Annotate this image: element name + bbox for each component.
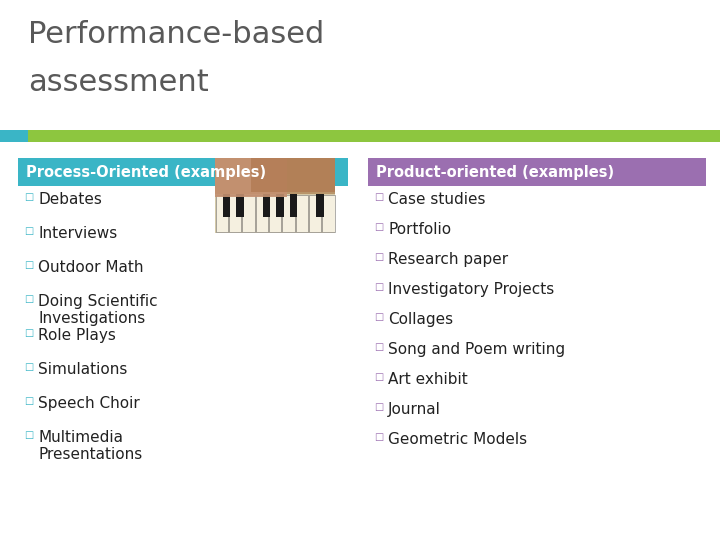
Text: □: □ [24, 260, 33, 270]
Text: Outdoor Math: Outdoor Math [38, 260, 143, 275]
Text: □: □ [24, 192, 33, 202]
Text: □: □ [374, 432, 383, 442]
Bar [309, 195, 321, 232]
Bar [251, 158, 335, 192]
Text: □: □ [24, 226, 33, 236]
Bar [289, 194, 297, 217]
Text: Role Plays: Role Plays [38, 328, 116, 343]
Text: Portfolio: Portfolio [388, 222, 451, 237]
Bar [215, 158, 287, 197]
Text: Investigatory Projects: Investigatory Projects [388, 282, 554, 297]
Text: Collages: Collages [388, 312, 453, 327]
Bar [256, 195, 268, 232]
Bar [295, 195, 308, 232]
Bar [0, 130, 720, 142]
Text: □: □ [374, 402, 383, 412]
Text: □: □ [24, 430, 33, 440]
Text: Speech Choir: Speech Choir [38, 396, 140, 411]
Text: Product-oriented (examples): Product-oriented (examples) [376, 165, 614, 179]
Text: Interviews: Interviews [38, 226, 117, 241]
Bar [242, 195, 254, 232]
Text: Case studies: Case studies [388, 192, 485, 207]
Text: Art exhibit: Art exhibit [388, 372, 468, 387]
Bar [215, 195, 228, 232]
Text: Geometric Models: Geometric Models [388, 432, 527, 447]
Text: □: □ [24, 328, 33, 338]
Text: assessment: assessment [28, 68, 209, 97]
Text: Research paper: Research paper [388, 252, 508, 267]
Bar [269, 195, 282, 232]
Text: □: □ [24, 396, 33, 406]
Bar [263, 194, 270, 217]
Text: □: □ [374, 282, 383, 292]
Bar [316, 194, 324, 217]
Bar [322, 195, 335, 232]
Text: Song and Poem writing: Song and Poem writing [388, 342, 565, 357]
Text: □: □ [24, 362, 33, 372]
Bar [282, 195, 294, 232]
Text: Performance-based: Performance-based [28, 20, 324, 49]
Text: Debates: Debates [38, 192, 102, 207]
Text: Process-Oriented (examples): Process-Oriented (examples) [26, 165, 266, 179]
Bar [368, 158, 706, 186]
Bar [215, 158, 335, 233]
Text: □: □ [374, 312, 383, 322]
Text: Multimedia
Presentations: Multimedia Presentations [38, 430, 143, 462]
Text: Doing Scientific
Investigations: Doing Scientific Investigations [38, 294, 158, 326]
Text: □: □ [374, 192, 383, 202]
Text: □: □ [374, 252, 383, 262]
Bar [0, 130, 28, 142]
Text: □: □ [374, 372, 383, 382]
Bar [223, 194, 230, 217]
Bar [276, 194, 284, 217]
Bar [229, 195, 241, 232]
Bar [236, 194, 243, 217]
Bar [215, 194, 335, 233]
Text: Simulations: Simulations [38, 362, 127, 377]
Text: □: □ [374, 222, 383, 232]
Text: □: □ [374, 342, 383, 352]
Bar [18, 158, 348, 186]
Text: Journal: Journal [388, 402, 441, 417]
Text: □: □ [24, 294, 33, 304]
